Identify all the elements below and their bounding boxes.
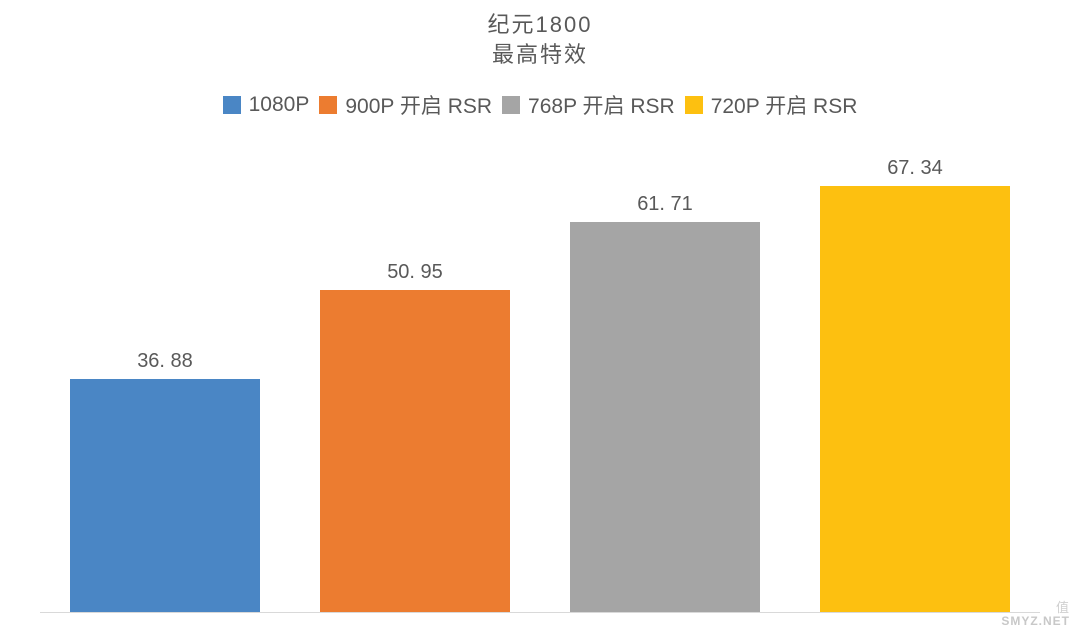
legend-item: 1080P	[223, 93, 310, 117]
watermark: 值 SMYZ.NET	[1001, 601, 1070, 628]
legend-label: 768P 开启 RSR	[528, 90, 675, 120]
legend-label: 720P 开启 RSR	[711, 90, 858, 120]
watermark-line1: 值	[1056, 601, 1070, 615]
bar-slot: 67. 34	[790, 138, 1040, 612]
bar-chart: 纪元1800 最高特效 1080P 900P 开启 RSR 768P 开启 RSR 7…	[0, 0, 1080, 632]
chart-legend: 1080P 900P 开启 RSR 768P 开启 RSR 720P 开启 RSR	[0, 90, 1080, 120]
bar-slot: 50. 95	[290, 138, 540, 612]
legend-swatch	[502, 96, 520, 114]
watermark-line2: SMYZ.NET	[1001, 615, 1070, 628]
bar-value-label: 36. 88	[137, 350, 193, 373]
legend-item: 900P 开启 RSR	[319, 90, 492, 120]
legend-swatch	[685, 96, 703, 114]
plot-area: 36. 88 50. 95 61. 71 67. 34	[40, 138, 1040, 613]
bar-rect	[70, 379, 260, 612]
bar-value-label: 67. 34	[887, 157, 943, 180]
chart-title-line1: 纪元1800	[0, 10, 1080, 40]
bars-container: 36. 88 50. 95 61. 71 67. 34	[40, 138, 1040, 612]
legend-label: 900P 开启 RSR	[345, 90, 492, 120]
bar-value-label: 50. 95	[387, 261, 443, 284]
legend-item: 768P 开启 RSR	[502, 90, 675, 120]
chart-title: 纪元1800 最高特效	[0, 10, 1080, 69]
bar-slot: 61. 71	[540, 138, 790, 612]
legend-swatch	[223, 96, 241, 114]
bar-rect	[320, 290, 510, 612]
bar-value-label: 61. 71	[637, 193, 693, 216]
legend-item: 720P 开启 RSR	[685, 90, 858, 120]
bar-rect	[820, 186, 1010, 612]
bar-slot: 36. 88	[40, 138, 290, 612]
bar-rect	[570, 222, 760, 612]
legend-swatch	[319, 96, 337, 114]
legend-label: 1080P	[249, 93, 310, 117]
chart-title-line2: 最高特效	[0, 40, 1080, 70]
